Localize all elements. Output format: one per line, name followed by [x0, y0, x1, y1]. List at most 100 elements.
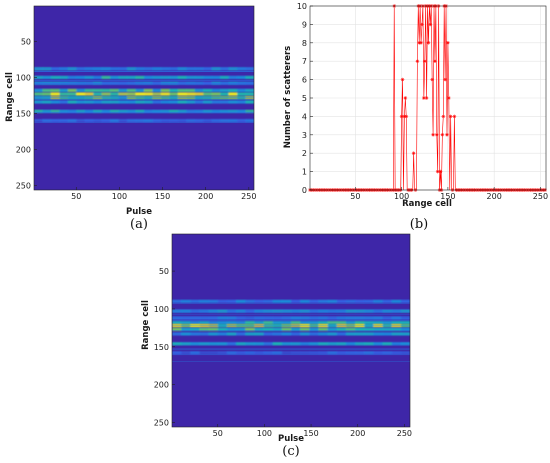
data-point: [400, 77, 405, 82]
x-tick-label: 50: [350, 192, 360, 201]
heatmap-cell: [236, 332, 246, 336]
heatmap-cell: [355, 327, 365, 331]
heatmap-cell: [391, 332, 402, 336]
heatmap-cell: [318, 316, 329, 320]
heatmap-cell: [364, 309, 374, 313]
heatmap-cell: [181, 332, 191, 336]
heatmap-cell: [254, 327, 265, 331]
heatmap-cell: [118, 92, 128, 96]
heatmap-cell: [144, 109, 154, 113]
heatmap-cell: [226, 327, 237, 331]
heatmap-cell: [281, 342, 292, 346]
heatmap-cell: [291, 332, 301, 336]
heatmap-cell: [327, 316, 338, 320]
heatmap-cell: [186, 119, 196, 123]
heatmap-cell: [272, 327, 283, 331]
heatmap-cell: [177, 100, 187, 104]
x-tick-label: 250: [533, 192, 548, 201]
heatmap-cell: [93, 88, 103, 93]
heatmap-cell: [226, 351, 237, 355]
heatmap-cell: [50, 88, 60, 93]
heatmap-cell: [190, 316, 201, 320]
heatmap-cell: [160, 92, 170, 96]
heatmap-cell: [245, 88, 254, 93]
x-tick-label: 100: [257, 429, 272, 438]
heatmap-cell: [67, 88, 77, 93]
heatmap-cell: [208, 316, 219, 320]
heatmap-cell: [254, 342, 265, 346]
heatmap-cell: [272, 342, 283, 346]
heatmap-cell: [237, 109, 247, 113]
heatmap-cell: [309, 299, 320, 303]
heatmap-cell: [50, 92, 60, 96]
heatmap-cell: [144, 88, 154, 93]
data-point: [415, 59, 420, 63]
heatmap-cell: [208, 327, 219, 331]
heatmap-cell: [400, 351, 410, 355]
heatmap-cell: [355, 332, 365, 336]
heatmap-cell: [336, 309, 347, 313]
heatmap-cell: [236, 351, 246, 355]
heatmap-cell: [254, 351, 265, 355]
heatmap-cell: [364, 342, 374, 346]
heatmap-cell: [67, 119, 77, 123]
heatmap-cell: [93, 75, 103, 80]
heatmap-cell: [291, 309, 301, 313]
ylabel-c: Range cell: [141, 300, 151, 350]
heatmap-cell: [236, 299, 246, 303]
heatmap-cell: [237, 119, 247, 123]
heatmap-cell: [345, 342, 356, 346]
heatmap-cell: [208, 351, 219, 355]
heatmap-cell: [144, 92, 154, 96]
heatmap-cell: [254, 299, 265, 303]
heatmap-cell: [245, 351, 255, 355]
heatmap-cell: [364, 320, 374, 325]
heatmap-cell: [172, 327, 182, 331]
heatmap-cell: [263, 320, 274, 325]
heatmap-cell: [373, 316, 384, 320]
y-tick-label: 100: [154, 305, 169, 314]
heatmap-cell: [345, 320, 356, 325]
heatmap-cell: [172, 309, 182, 313]
heatmap-cell: [101, 109, 111, 113]
x-tick-label: 100: [112, 192, 127, 201]
heatmap-cell: [391, 320, 402, 325]
heatmap-cell: [203, 75, 213, 80]
heatmap-cell: [211, 88, 221, 93]
y-tick-label: 5: [302, 94, 307, 103]
heatmap-cell: [364, 332, 374, 336]
heatmap-cell: [127, 109, 137, 113]
heatmap-cell: [172, 299, 182, 303]
heatmap-cell: [373, 299, 384, 303]
heatmap-cell: [186, 109, 196, 113]
heatmap-cell: [101, 75, 111, 80]
x-tick-label: 200: [198, 192, 213, 201]
heatmap-cell: [84, 119, 94, 123]
heatmap-cell: [272, 351, 283, 355]
heatmap-cell: [345, 299, 356, 303]
heatmap-cell: [245, 332, 255, 336]
heatmap-cell: [93, 109, 103, 113]
scatter-count-panel-b: 50 100 150 200 250 0 1 2 3 4 5 6 7 8 9 10: [297, 2, 548, 201]
heatmap-cell: [135, 88, 145, 93]
heatmap-band: [172, 342, 410, 346]
heatmap-cell: [59, 88, 69, 93]
data-point: [419, 41, 423, 45]
heatmap-cell: [220, 92, 230, 96]
heatmap-cell: [190, 351, 201, 355]
heatmap-cell: [211, 100, 221, 104]
heatmap-cell: [300, 351, 310, 355]
heatmap-cell: [199, 320, 210, 325]
heatmap-cell: [327, 299, 338, 303]
heatmap-cell: [254, 316, 265, 320]
heatmap-band: [172, 332, 410, 336]
data-point: [434, 133, 439, 137]
heatmap-cell: [127, 92, 137, 96]
heatmap-cell: [169, 75, 179, 80]
heatmap-cell: [309, 316, 320, 320]
heatmap-cell: [160, 75, 170, 80]
heatmap-cell: [309, 327, 320, 331]
heatmap-cell: [42, 100, 52, 104]
y-tick-label: 9: [302, 20, 307, 29]
y-tick-label: 6: [302, 76, 307, 85]
